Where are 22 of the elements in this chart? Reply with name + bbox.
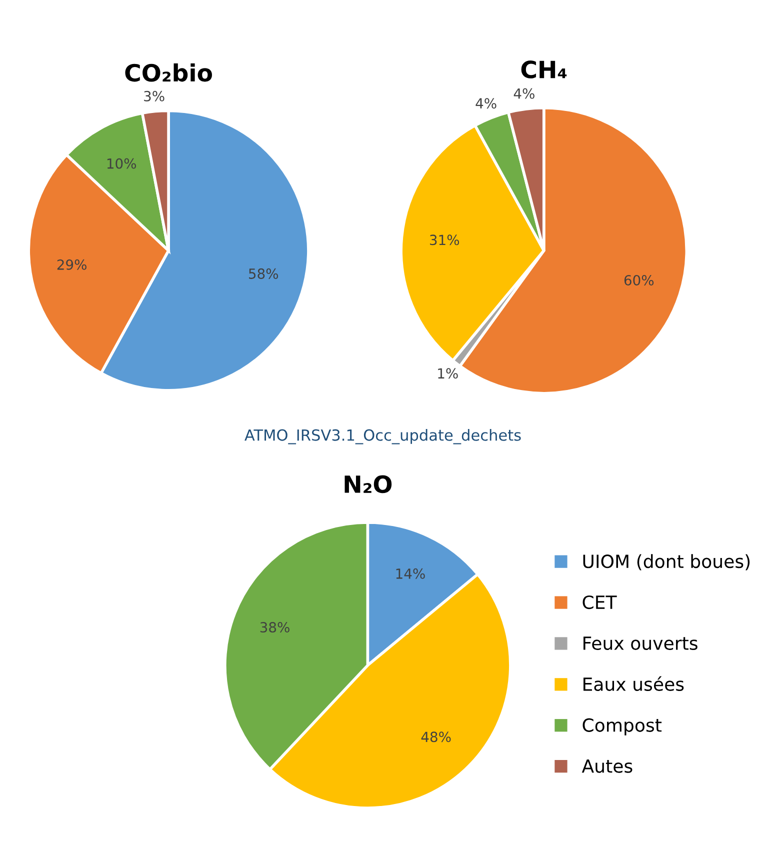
text: ATMO_IRSV3.1_Occ_update_dechets xyxy=(244,429,521,444)
data-label: 29% xyxy=(57,259,86,270)
data-label: 10% xyxy=(107,158,136,169)
legend-label: Autes xyxy=(582,759,632,773)
data-label: 14% xyxy=(396,568,425,579)
data-label: 38% xyxy=(260,622,290,633)
chart-title: CH₄ xyxy=(521,60,567,78)
data-label: 3% xyxy=(144,90,164,102)
data-label: 4% xyxy=(476,98,496,109)
legend-label: Compost xyxy=(582,718,662,736)
data-label: 58% xyxy=(248,268,278,279)
data-label: 60% xyxy=(624,274,654,286)
data-label: 48% xyxy=(421,732,451,742)
legend-label: UIOM (dont boues) xyxy=(583,554,750,570)
legend-label: Feux ouverts xyxy=(584,636,698,650)
data-label: 1% xyxy=(438,368,458,379)
data-label: 31% xyxy=(430,234,460,246)
data-label: 4% xyxy=(514,88,534,99)
chart-title: N₂O xyxy=(344,475,392,494)
legend-label: Eaux usées xyxy=(584,676,684,691)
legend-label: CET xyxy=(582,595,617,610)
chart-title: CO₂bio xyxy=(125,63,212,82)
